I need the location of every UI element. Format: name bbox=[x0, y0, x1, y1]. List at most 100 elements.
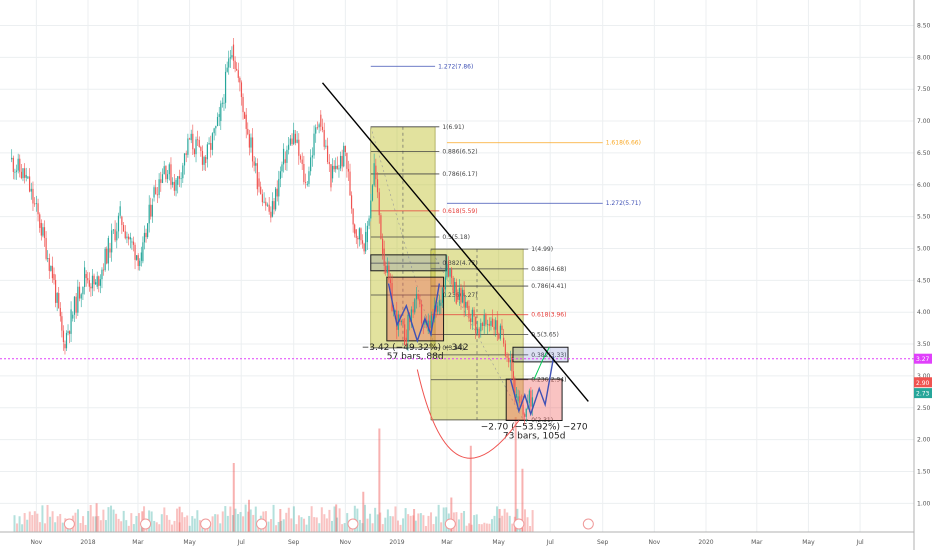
volume-bar bbox=[417, 513, 420, 532]
candle-body bbox=[59, 307, 61, 317]
wave-pattern bbox=[509, 356, 555, 417]
candle-body bbox=[471, 309, 473, 323]
candle-body bbox=[417, 294, 419, 299]
candle-body bbox=[12, 157, 14, 172]
candle-body bbox=[101, 269, 103, 280]
volume-bar bbox=[310, 506, 313, 532]
candle-body bbox=[87, 278, 89, 281]
candle-body bbox=[188, 138, 191, 140]
candle-body bbox=[517, 396, 519, 402]
candle-body bbox=[30, 188, 32, 192]
volume-bar bbox=[28, 511, 31, 532]
candle-body bbox=[268, 204, 270, 212]
candle-body bbox=[311, 155, 313, 158]
candle-body bbox=[452, 277, 454, 293]
candle-body bbox=[449, 269, 451, 277]
volume-bar bbox=[236, 514, 239, 532]
candle-body bbox=[438, 300, 440, 306]
candle-body bbox=[414, 299, 416, 313]
candle-body bbox=[211, 133, 214, 150]
candle-body bbox=[126, 236, 128, 239]
volume-bar bbox=[135, 515, 138, 532]
volume-bar bbox=[503, 508, 506, 532]
candle-body bbox=[349, 171, 351, 196]
candle-body bbox=[112, 229, 114, 231]
candle-body bbox=[298, 139, 300, 156]
candle-body bbox=[99, 279, 101, 286]
candle-body bbox=[124, 231, 126, 239]
candle-body bbox=[424, 320, 426, 325]
candle-body bbox=[232, 44, 235, 61]
price-tag-label: 2.73 bbox=[916, 391, 930, 398]
volume-bar bbox=[374, 507, 377, 532]
candle-body bbox=[315, 127, 317, 134]
volume-bar bbox=[188, 525, 191, 532]
candle-body bbox=[160, 179, 162, 183]
volume-bar bbox=[94, 516, 97, 532]
y-axis-tick-label: 6.00 bbox=[917, 182, 931, 189]
candle-body bbox=[499, 325, 502, 339]
x-axis-tick-label: May bbox=[183, 539, 196, 546]
candle-body bbox=[185, 153, 187, 155]
y-axis-tick-label: 2.50 bbox=[917, 405, 931, 412]
candle-body bbox=[509, 359, 512, 363]
candle-body bbox=[62, 330, 65, 343]
volume-bar bbox=[115, 513, 118, 532]
volume-bar bbox=[490, 519, 493, 532]
candle-body bbox=[20, 171, 22, 179]
x-axis-tick-label: May bbox=[802, 539, 815, 546]
candle-body bbox=[530, 390, 532, 407]
candle-body bbox=[206, 144, 208, 160]
volume-bar bbox=[191, 516, 194, 532]
candle-body bbox=[165, 165, 167, 180]
candle-body bbox=[37, 203, 39, 215]
volume-bar bbox=[76, 509, 79, 532]
event-marker-icon bbox=[513, 518, 525, 530]
volume-bar bbox=[457, 519, 460, 532]
candle-body bbox=[208, 143, 210, 145]
candle-body bbox=[45, 238, 47, 259]
fib-extension-label: 1.272(7.86) bbox=[438, 63, 473, 70]
volume-bar bbox=[277, 521, 280, 532]
volume-bar bbox=[363, 504, 366, 532]
candle-body bbox=[524, 414, 526, 417]
candle-body bbox=[270, 211, 272, 218]
candle-body bbox=[443, 287, 445, 290]
candle-body bbox=[229, 57, 231, 59]
candle-body bbox=[501, 325, 503, 331]
x-axis: Nov 2018 Mar May Jul Sep Nov 2019 Mar May Jul Sep No… bbox=[0, 531, 914, 546]
candle-body bbox=[150, 204, 152, 217]
volume-bar bbox=[26, 519, 29, 532]
volume-bar bbox=[313, 517, 316, 532]
y-axis-tick-label: 3.00 bbox=[917, 373, 931, 380]
candle-body bbox=[323, 129, 325, 147]
measure-change-label: −2.70 (−53.92%) −270 bbox=[481, 423, 588, 433]
candle-body bbox=[129, 237, 131, 240]
candle-body bbox=[54, 279, 57, 303]
volume-bar bbox=[43, 523, 46, 532]
candle-body bbox=[321, 126, 324, 130]
volume-bar bbox=[320, 507, 323, 532]
candle-body bbox=[22, 168, 24, 179]
candle-body bbox=[352, 208, 354, 225]
volume-bar bbox=[412, 515, 415, 532]
candle-body bbox=[355, 229, 357, 238]
volume-bar bbox=[33, 511, 36, 532]
candle-body bbox=[446, 263, 448, 278]
volume-bar bbox=[419, 513, 422, 532]
candle-body bbox=[506, 355, 508, 358]
candle-body bbox=[223, 102, 225, 104]
volume-bar bbox=[21, 524, 24, 532]
candle-body bbox=[90, 286, 92, 289]
candle-body bbox=[218, 114, 220, 117]
volume-bar bbox=[493, 515, 496, 532]
candle-body bbox=[155, 187, 157, 195]
candle-body bbox=[385, 265, 387, 273]
candle-body bbox=[156, 194, 159, 196]
volume-bar bbox=[414, 520, 417, 532]
candle-body bbox=[485, 314, 487, 325]
candle-body bbox=[216, 116, 219, 127]
candle-body bbox=[190, 133, 192, 141]
volume-bar bbox=[514, 417, 517, 532]
